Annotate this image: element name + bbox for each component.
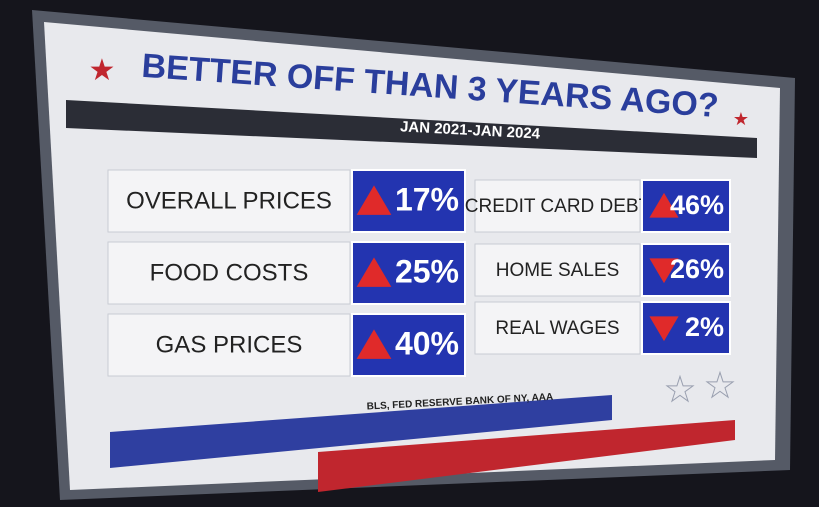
stat-value: 40% xyxy=(395,325,459,361)
star: ★ xyxy=(733,109,749,129)
subtitle-bar xyxy=(66,100,757,158)
stat-value: 25% xyxy=(395,253,459,289)
direction-arrow xyxy=(356,329,392,359)
stat-value: 2% xyxy=(685,312,724,342)
direction-arrow xyxy=(649,192,679,218)
stat-value: 46% xyxy=(670,190,724,220)
direction-arrow xyxy=(649,316,679,342)
stat-label: CREDIT CARD DEBT xyxy=(465,196,651,217)
direction-arrow xyxy=(356,257,392,287)
direction-arrow xyxy=(356,185,392,215)
stat-value: 26% xyxy=(670,254,724,284)
label-box xyxy=(474,179,641,233)
stat-value: 17% xyxy=(395,181,459,217)
star-outline: ★ xyxy=(705,367,735,405)
stats: OVERALL PRICES 17% FOOD COSTS 25% GAS PRICES… xyxy=(107,169,731,377)
stat-label: FOOD COSTS xyxy=(150,259,309,286)
stat-label: GAS PRICES xyxy=(156,331,303,358)
label-box xyxy=(107,169,351,233)
label-box xyxy=(474,243,641,297)
star: ★ xyxy=(89,54,116,87)
label-box xyxy=(474,301,641,355)
stat-label: OVERALL PRICES xyxy=(126,187,332,214)
direction-arrow xyxy=(649,258,679,284)
star-outline: ★ xyxy=(665,371,695,409)
label-box xyxy=(107,313,351,377)
red-stripe xyxy=(318,420,735,492)
label-box xyxy=(107,241,351,305)
blue-stripe xyxy=(110,395,612,468)
stat-label: REAL WAGES xyxy=(495,318,619,339)
stat-label: HOME SALES xyxy=(496,260,620,281)
